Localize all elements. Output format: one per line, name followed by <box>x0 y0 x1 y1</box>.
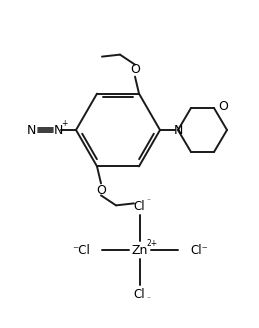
Text: Cl⁻: Cl⁻ <box>190 243 208 256</box>
Text: ⁻: ⁻ <box>146 196 150 206</box>
Text: O: O <box>96 184 106 197</box>
Text: O: O <box>218 99 228 113</box>
Text: +: + <box>61 118 67 128</box>
Text: N: N <box>53 124 63 136</box>
Text: N: N <box>26 124 36 136</box>
Text: Cl: Cl <box>133 199 145 213</box>
Text: Cl: Cl <box>133 288 145 300</box>
Text: ⁻Cl: ⁻Cl <box>72 243 90 256</box>
Text: N: N <box>173 124 183 136</box>
Text: ⁻: ⁻ <box>146 295 150 303</box>
Text: O: O <box>130 63 140 76</box>
Text: Zn: Zn <box>132 243 148 256</box>
Text: 2+: 2+ <box>146 238 157 248</box>
